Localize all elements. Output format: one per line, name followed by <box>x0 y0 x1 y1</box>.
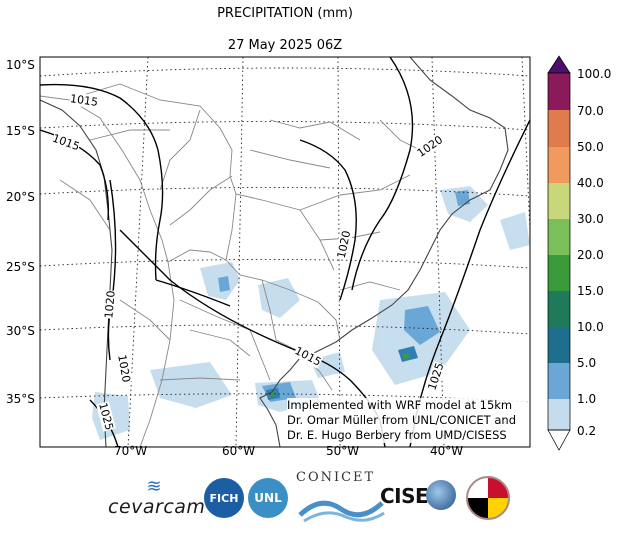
lat-label-25s: 25°S <box>6 260 35 274</box>
fich-logo: FICH <box>204 478 244 518</box>
colorbar <box>547 55 571 451</box>
lat-label-15s: 15°S <box>6 124 35 138</box>
colorbar-label: 1.0 <box>577 392 597 406</box>
map-title: PRECIPITATION (mm) <box>217 6 353 21</box>
lat-label-20s: 20°S <box>6 190 35 204</box>
map-subtitle: 27 May 2025 06Z <box>227 38 343 53</box>
colorbar-label: 50.0 <box>577 140 604 154</box>
conicet-wave-icon <box>298 500 385 523</box>
colorbar-label: 30.0 <box>577 212 604 226</box>
coastline <box>40 57 509 447</box>
unl-logo: UNL <box>248 478 288 518</box>
colorbar-label: 15.0 <box>577 284 604 298</box>
lat-label-35s: 35°S <box>6 392 35 406</box>
lon-label-40w: 40°W <box>430 444 464 458</box>
colorbar-label: 5.0 <box>577 356 597 370</box>
lon-label-50w: 50°W <box>326 444 360 458</box>
attribution-line: Dr. E. Hugo Berbery from UMD/CISESS <box>287 428 507 442</box>
colorbar-label: 0.2 <box>577 424 597 438</box>
lon-label-60w: 60°W <box>222 444 256 458</box>
colorbar-label: 20.0 <box>577 248 604 262</box>
country-borders <box>40 83 421 447</box>
attribution-line: Implemented with WRF model at 15km <box>287 398 513 412</box>
isobar-label: 1020 <box>102 289 118 320</box>
conicet-logo: CONICET <box>296 470 386 529</box>
cevarcam-logo: ≋ cevarcam <box>108 476 206 519</box>
attribution-line: Dr. Omar Müller from UNL/CONICET and <box>287 413 516 427</box>
colorbar-label: 100.0 <box>577 67 612 81</box>
logo-strip: ≋ cevarcam FICH UNL CONICET CISESS <box>0 468 617 537</box>
colorbar-label: 40.0 <box>577 176 604 190</box>
umd-seal-icon <box>466 476 510 520</box>
globe-icon <box>426 480 456 510</box>
lat-label-30s: 30°S <box>6 324 35 338</box>
colorbar-label: 70.0 <box>577 104 604 118</box>
lon-label-70w: 70°W <box>114 444 148 458</box>
attribution-note: Implemented with WRF model at 15km Dr. O… <box>287 398 527 443</box>
wave-icon: ≋ <box>146 476 162 497</box>
lat-label-10s: 10°S <box>6 58 35 72</box>
precip-peak <box>403 353 409 359</box>
colorbar-label: 10.0 <box>577 320 604 334</box>
